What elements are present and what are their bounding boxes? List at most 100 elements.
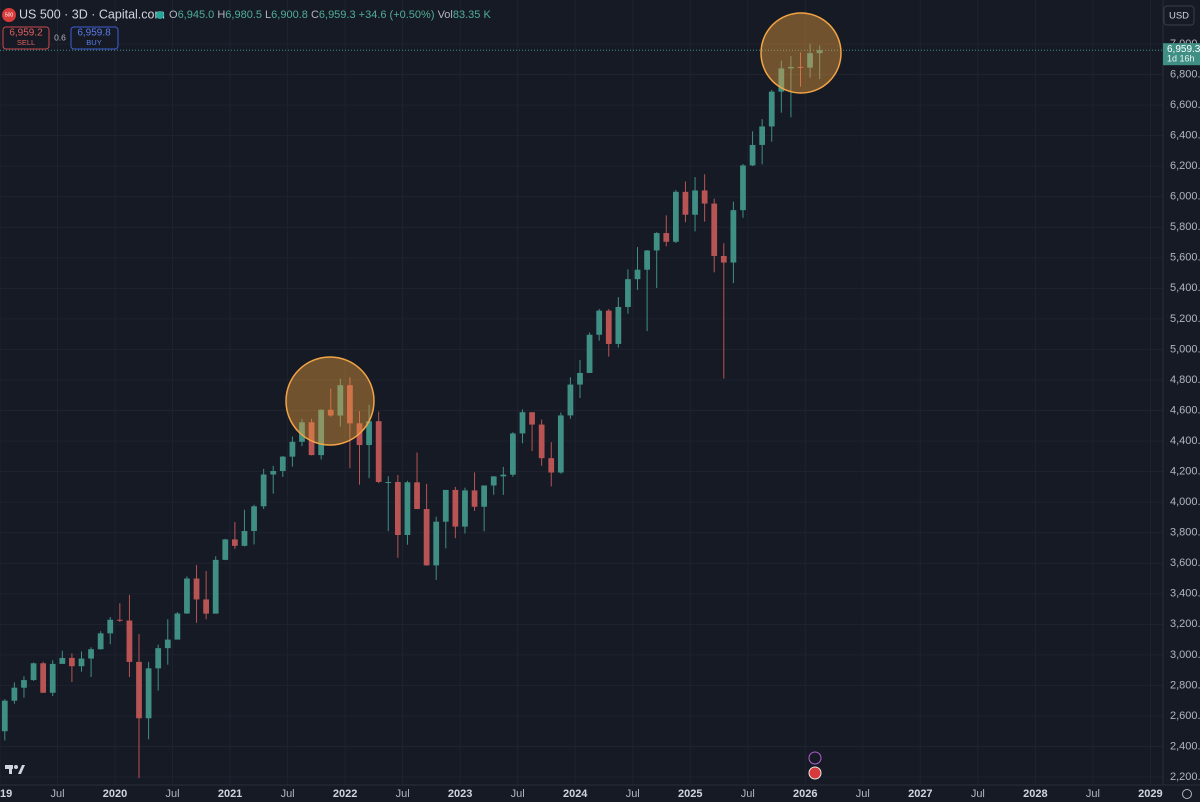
candle-body — [711, 203, 718, 256]
candle-body — [155, 648, 162, 669]
candle-body — [279, 456, 286, 471]
candle-body — [260, 474, 267, 507]
candle-body — [1, 700, 8, 732]
candle-body — [788, 66, 794, 69]
candle-body — [701, 190, 708, 204]
candle-body — [519, 412, 526, 434]
spread: 0.6 — [54, 32, 66, 42]
y-tick-label: 4,000.0 — [1170, 496, 1200, 508]
candle-body — [768, 91, 775, 127]
candle-body — [203, 599, 209, 614]
y-tick-label: 3,400.0 — [1170, 588, 1200, 600]
candle-body — [672, 191, 679, 242]
candle-body — [116, 619, 123, 621]
candle-body — [347, 385, 353, 424]
time-axis — [0, 785, 1200, 802]
candle-body — [241, 531, 248, 546]
y-tick-label: 4,600.0 — [1170, 404, 1200, 416]
x-tick-label: 2026 — [793, 788, 817, 800]
candle-body — [816, 50, 823, 54]
currency-button[interactable] — [1163, 5, 1195, 26]
buy-price: 6,959.8 — [77, 28, 111, 39]
price-axis — [1163, 0, 1200, 802]
candle-body — [490, 476, 497, 486]
settings-icon[interactable] — [1182, 789, 1192, 799]
y-tick-label: 2,200.0 — [1170, 771, 1200, 783]
candle-body — [615, 306, 622, 344]
logo-part — [18, 765, 25, 774]
x-tick-label: Jul — [741, 788, 755, 800]
y-tick-label: 2,800.0 — [1170, 679, 1200, 691]
currency: USD — [1169, 11, 1189, 22]
sell-button[interactable] — [2, 26, 50, 50]
event-icon[interactable] — [808, 751, 822, 765]
candle-body — [394, 481, 401, 535]
candle-body — [605, 310, 612, 344]
candle-body — [577, 372, 583, 385]
x-tick-label: 2025 — [678, 788, 702, 800]
y-tick-label: 5,200.0 — [1170, 313, 1200, 325]
candle-body — [232, 539, 238, 546]
candle-body — [740, 165, 746, 211]
candle-body — [375, 421, 382, 482]
candle-body — [78, 658, 85, 667]
symbol-icon — [2, 8, 16, 22]
y-tick-label: 3,000.0 — [1170, 649, 1200, 661]
axes: 2,200.0 2,400.0 2,600.0 2,800.0 3,000.0 3,200… — [0, 38, 1200, 800]
y-tick-label: 5,400.0 — [1170, 282, 1200, 294]
y-tick-label: 6,600.0 — [1170, 99, 1200, 111]
candle-body — [366, 421, 372, 446]
candle-body — [749, 144, 756, 166]
candle-body — [30, 663, 37, 681]
y-tick-label: 4,400.0 — [1170, 435, 1200, 447]
candle-body — [136, 661, 142, 719]
x-tick-label: 2022 — [333, 788, 357, 800]
price-badge-bg — [1163, 43, 1200, 66]
x-tick-label: 2029 — [1138, 788, 1162, 800]
candle-body — [548, 458, 555, 473]
quote-value: 6,945.0 — [178, 9, 215, 21]
x-tick-label: Jul — [396, 788, 410, 800]
candle-body — [299, 422, 305, 442]
buy-button[interactable] — [70, 26, 119, 50]
overlay — [285, 12, 842, 446]
x-tick-label: 2024 — [563, 788, 588, 800]
candle-body — [59, 657, 66, 664]
sell-price: 6,959.2 — [9, 28, 43, 39]
candle-body — [682, 191, 689, 215]
y-tick-label: 4,200.0 — [1170, 466, 1200, 478]
candle-body — [97, 633, 104, 650]
candle-body — [184, 578, 190, 614]
candle-body — [596, 310, 603, 335]
candle-body — [797, 66, 804, 68]
y-tick-label: 6,200.0 — [1170, 160, 1200, 172]
candle-body — [308, 422, 315, 456]
candle-body — [107, 619, 114, 634]
quote-line: O6,945.0 H6,980.5 L6,900.8 C6,959.3 +34.… — [169, 9, 491, 21]
chart-title[interactable]: US 500 · 3D · Capital.com — [19, 7, 165, 21]
candle-body — [692, 190, 698, 215]
candles — [0, 43, 1163, 779]
x-tick-label: 2023 — [448, 788, 472, 800]
candle-body — [442, 489, 449, 522]
event-icon[interactable] — [808, 766, 822, 780]
candle-body — [270, 471, 277, 475]
y-tick-label: 5,600.0 — [1170, 252, 1200, 264]
candle-body — [212, 559, 219, 614]
candle-body — [21, 680, 27, 688]
y-tick-label: 4,800.0 — [1170, 374, 1200, 386]
candle-body — [557, 415, 564, 473]
quote-label: L — [265, 9, 271, 21]
quote-value: 6,980.5 — [225, 9, 262, 21]
candle-body — [720, 255, 727, 263]
candle-body — [663, 233, 670, 242]
candle-body — [40, 663, 47, 693]
candle-body — [126, 620, 133, 662]
candle-body — [529, 412, 535, 425]
candle-body — [289, 441, 296, 457]
price-badge: 6,959.31d 16h — [1163, 43, 1200, 66]
candle-body — [385, 481, 392, 483]
candle-body — [500, 474, 507, 477]
